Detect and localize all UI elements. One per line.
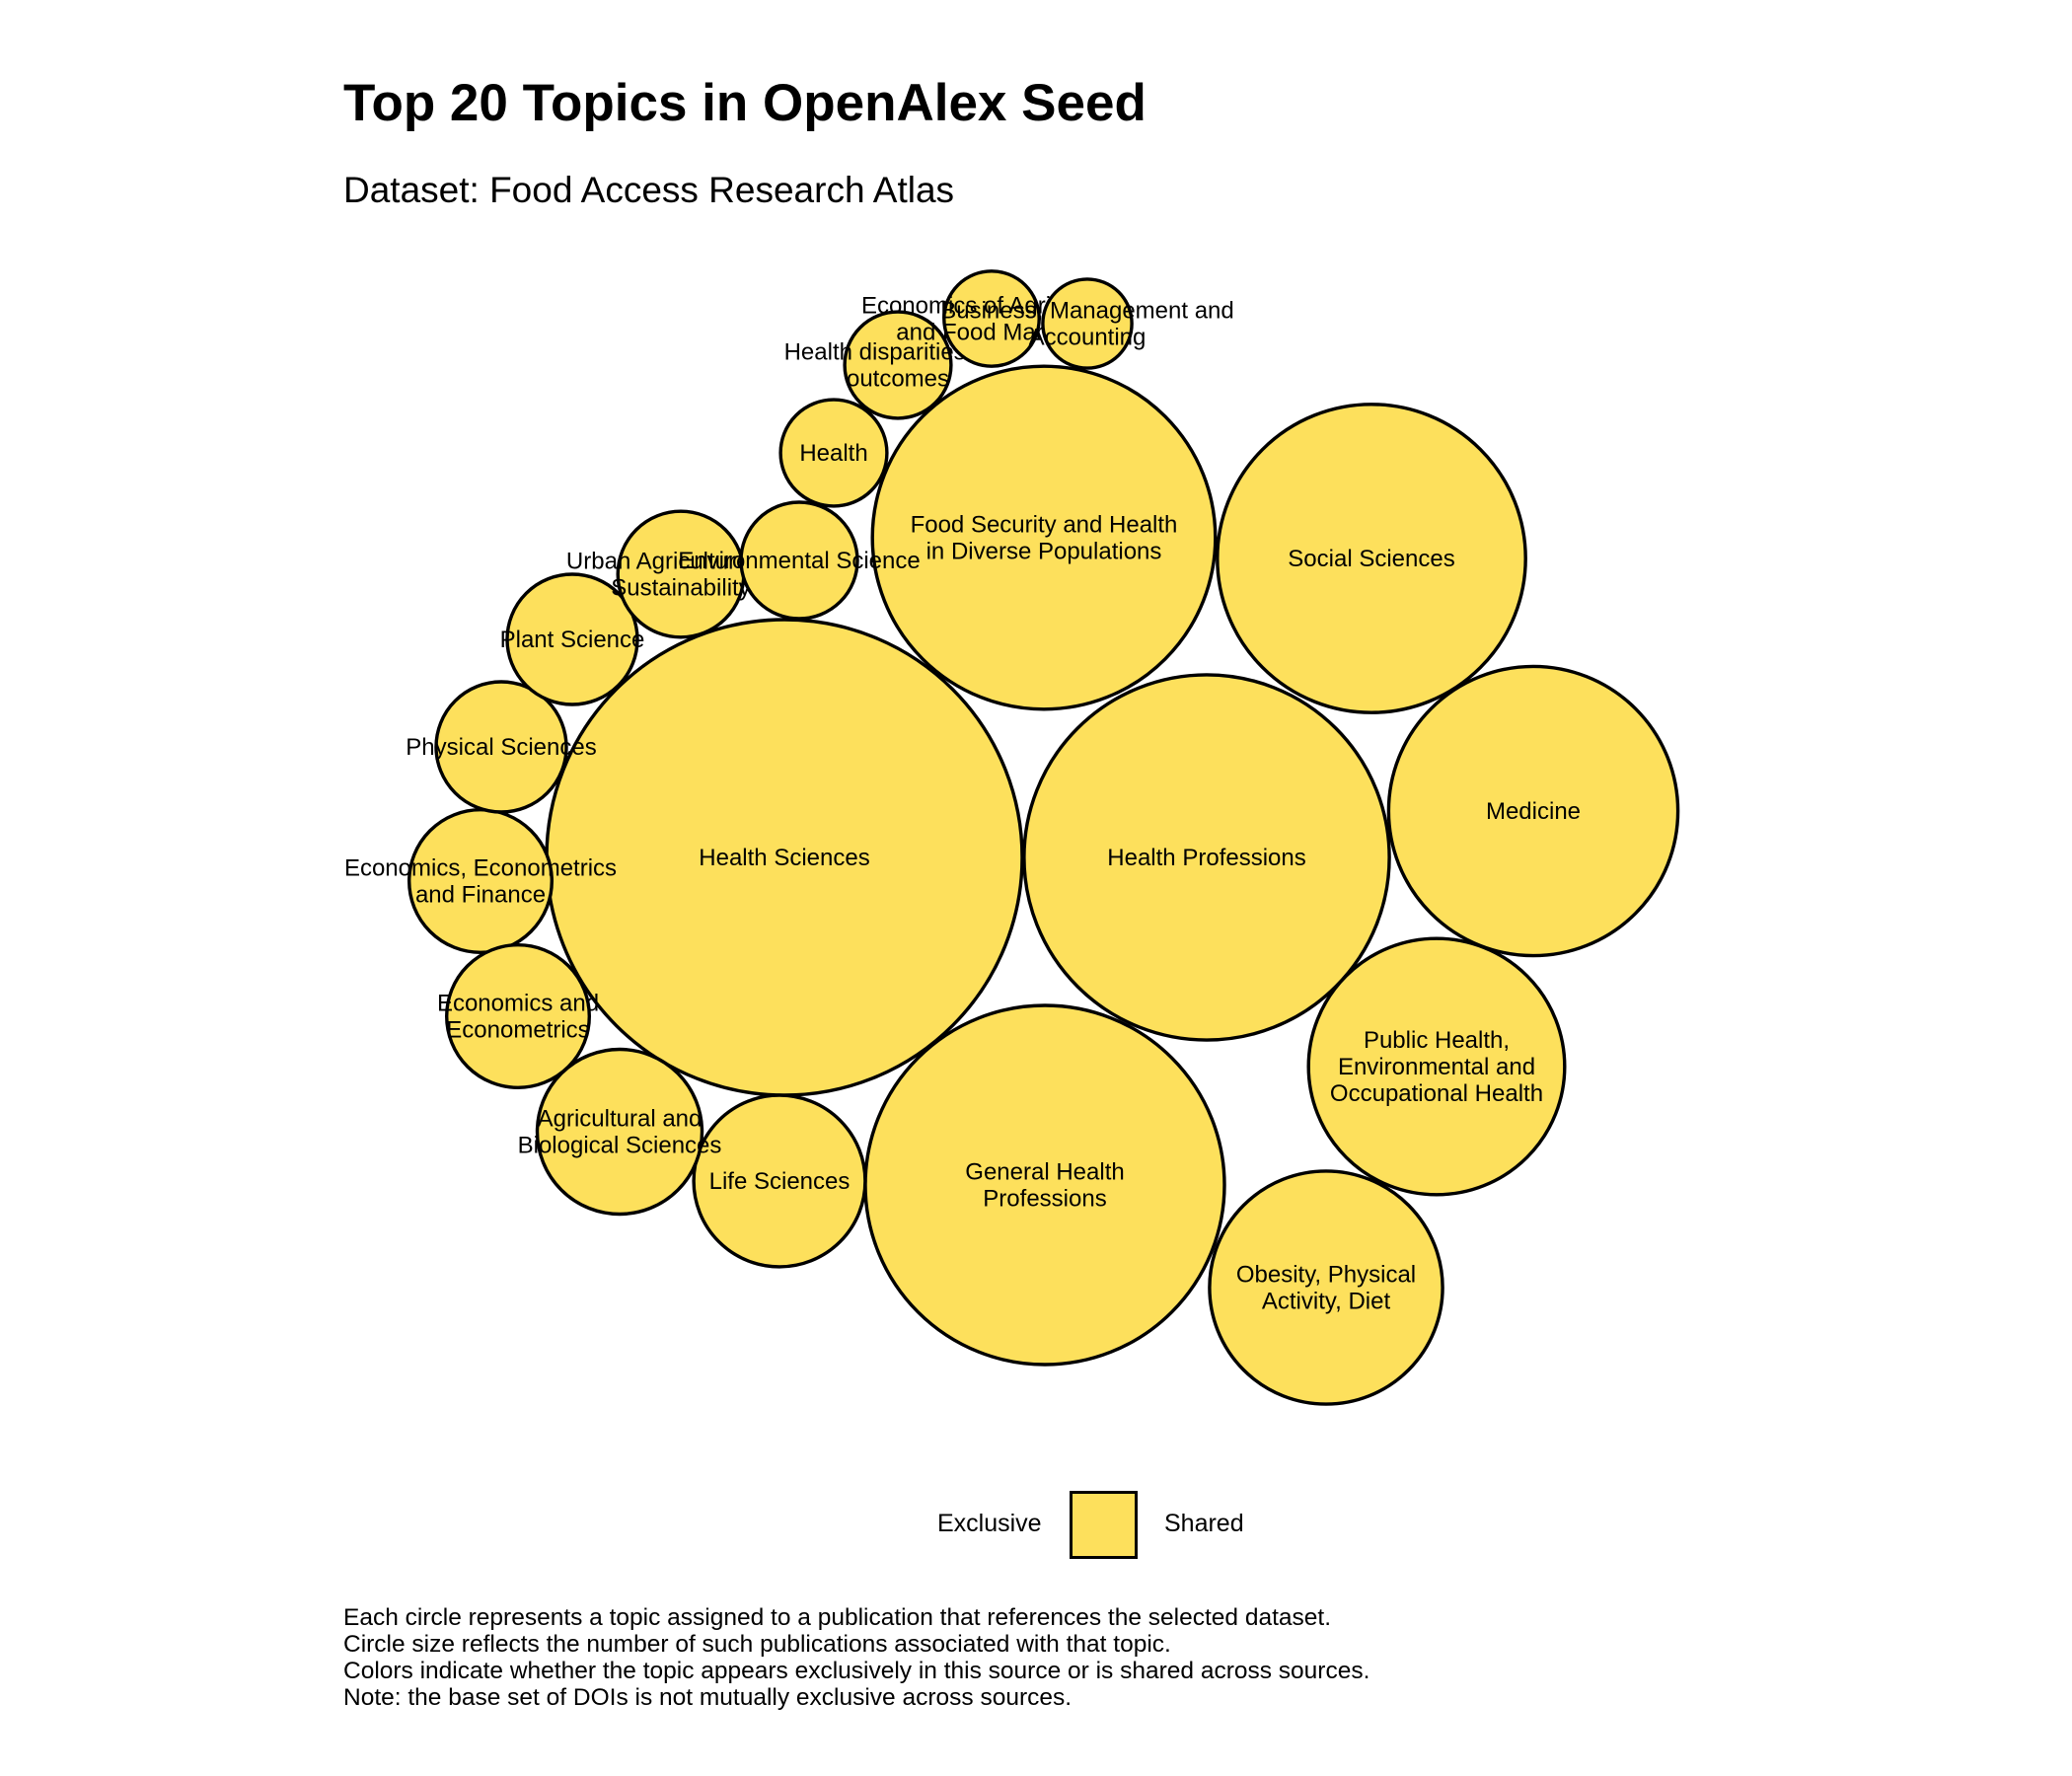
chart-title: Top 20 Topics in OpenAlex Seed [343,74,1147,132]
bubble-circle [778,398,889,508]
topic-bubble: Medicine [1386,664,1680,958]
bubble-label: Health Sciences [699,845,869,871]
topic-bubble: Health Sciences [545,618,1024,1097]
caption-line: Note: the base set of DOIs is not mutual… [343,1684,1073,1711]
bubble-label: Environmental and [1338,1054,1535,1080]
bubble-label: Accounting [1029,325,1147,351]
bubble-circle [1041,277,1134,370]
bubble-label: Agricultural and [538,1106,703,1133]
bubble-label: Public Health, [1364,1027,1510,1054]
bubble-label: Biological Sciences [518,1133,722,1159]
bubble-circle [870,364,1218,711]
caption-line: Colors indicate whether the topic appear… [343,1658,1370,1684]
bubble-label: Medicine [1486,798,1581,825]
bubble-circle [505,572,639,706]
bubble-circle [739,500,859,621]
topic-bubble: Public Health,Environmental andOccupatio… [1306,936,1567,1197]
bubble-label: outcomes [847,366,949,393]
bubble-circle [942,269,1041,368]
bubble-label: Occupational Health [1330,1080,1543,1107]
bubble-label: General Health [965,1159,1124,1186]
chart-caption: Each circle represents a topic assigned … [343,1604,1369,1711]
bubble-label: Business, Management and [940,298,1234,325]
bubble-circle [1208,1169,1444,1406]
bubble-label: Life Sciences [709,1168,851,1195]
bubble-label: in Diverse Populations [926,539,1162,565]
bubble-label: Health [799,440,867,467]
bubble-label: Activity, Diet [1262,1289,1391,1315]
bubble-circle [1306,936,1567,1197]
bubble-label: Sustainability [611,575,750,602]
bubble-label: Physical Sciences [406,734,596,761]
bubble-label: and Finance [415,882,546,909]
bubble-circle [434,680,568,814]
legend-label-exclusive: Exclusive [937,1510,1042,1537]
topic-bubble: Health Professions [1022,673,1391,1042]
bubble-circle [1216,403,1527,714]
bubble-label: Obesity, Physical [1236,1262,1416,1289]
bubble-label: Econometrics [446,1017,589,1044]
legend-key-swatch [1070,1491,1138,1559]
topic-bubble: Health [778,398,889,508]
bubble-label: Economics, Econometrics [344,855,617,882]
bubble-circle [843,310,953,420]
bubble-label: Social Sciences [1288,546,1454,572]
bubble-label: Health Professions [1107,845,1305,871]
bubble-circle [535,1047,704,1217]
topic-bubble: Social Sciences [1216,403,1527,714]
bubble-circle [692,1093,867,1269]
bubble-label: Food Security and Health [911,512,1178,539]
caption-line: Each circle represents a topic assigned … [343,1604,1332,1631]
caption-line: Circle size reflects the number of such … [343,1631,1171,1658]
bubble-label: Plant Science [500,627,645,653]
bubble-circle [1386,664,1680,958]
topic-bubble: Physical Sciences [406,680,597,814]
bubble-label: Environmental Science [678,548,920,574]
topic-bubble: Plant Science [500,572,645,706]
topic-bubble: Environmental Science [678,500,921,621]
bubble-circle [1022,673,1391,1042]
chart-subtitle: Dataset: Food Access Research Atlas [343,170,955,210]
legend-label-shared: Shared [1164,1510,1244,1537]
topic-bubble: Life Sciences [692,1093,867,1269]
bubble-circle [445,943,592,1090]
bubble-label: Economics and [437,991,599,1017]
bubble-label: Professions [983,1186,1106,1213]
